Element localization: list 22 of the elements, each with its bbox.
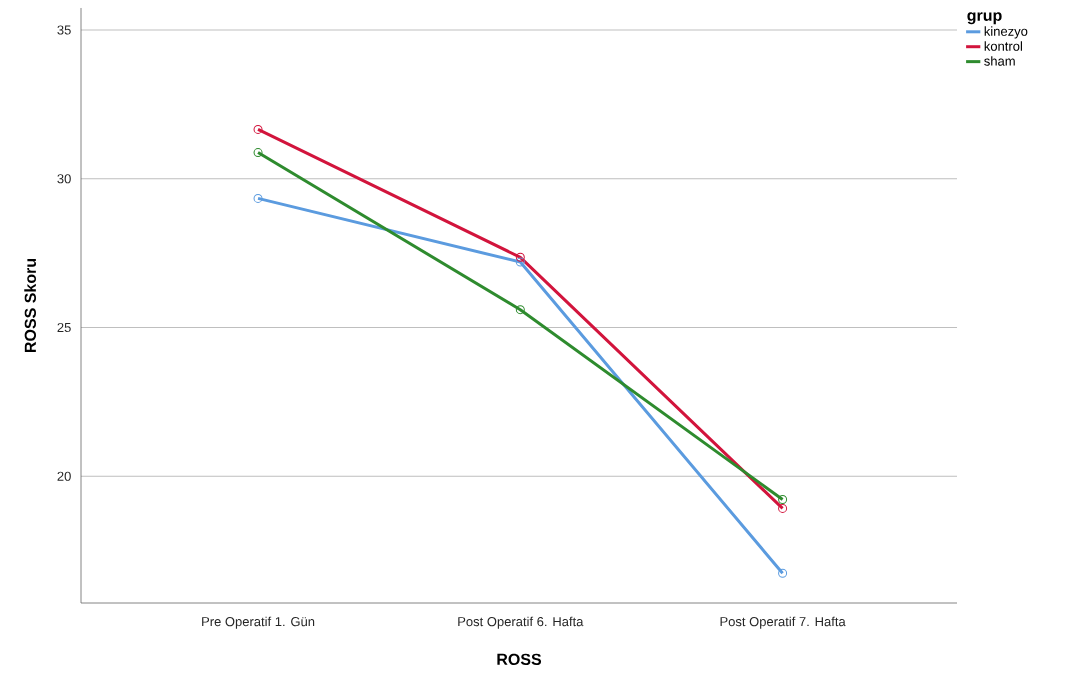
- point: [515, 252, 525, 262]
- y-tick-label: 25: [57, 322, 71, 333]
- x-tick-label: Post Operatif 6. Hafta: [458, 616, 584, 629]
- legend-label: kinezyo: [984, 26, 1028, 39]
- x-axis-title: ROSS: [497, 653, 542, 665]
- point: [778, 503, 788, 513]
- legend-title: grup: [967, 12, 1002, 25]
- point: [515, 257, 525, 267]
- y-tick-label: 20: [57, 471, 71, 481]
- legend-label: kontrol: [984, 41, 1022, 51]
- y-axis-title: ROSS Skoru: [24, 259, 37, 352]
- x-tick-label: Pre Operatif 1. Gün: [202, 616, 315, 629]
- point: [253, 148, 263, 158]
- y-tick-label: 30: [57, 174, 71, 184]
- point: [778, 568, 788, 578]
- legend-label: sham: [984, 56, 1015, 66]
- point: [515, 305, 525, 315]
- point: [253, 193, 263, 203]
- y-tick-label: 35: [57, 25, 71, 35]
- x-tick-label: Post Operatif 7. Hafta: [720, 616, 846, 629]
- point: [778, 494, 788, 504]
- point: [253, 124, 263, 134]
